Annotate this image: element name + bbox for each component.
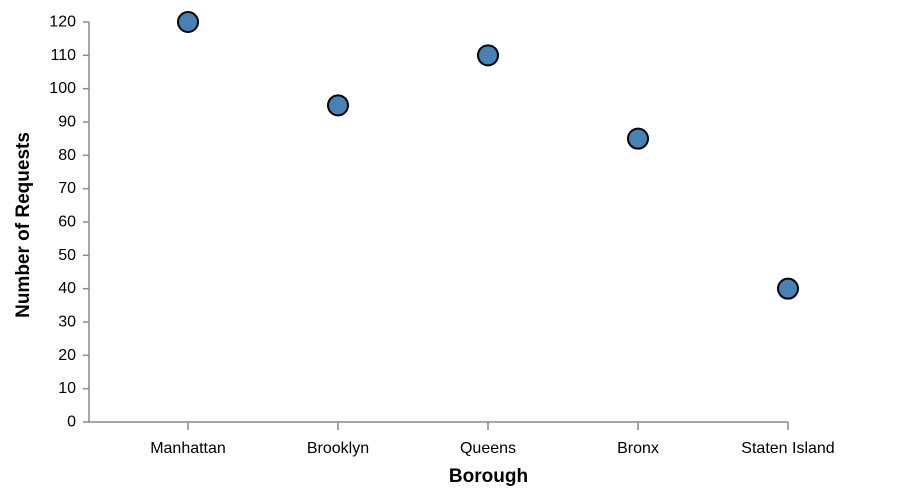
x-tick-label: Bronx (617, 440, 659, 457)
x-tick-label: Brooklyn (307, 440, 369, 457)
y-axis: 0 10 20 30 40 50 60 70 80 90 100 110 120 (49, 14, 90, 431)
y-tick-label: 60 (58, 214, 76, 231)
y-tick-label: 30 (58, 314, 76, 331)
y-tick-label: 20 (58, 347, 76, 364)
data-point (627, 127, 649, 150)
data-point (477, 44, 499, 67)
x-axis-title: Borough (449, 466, 528, 487)
data-points (177, 11, 799, 300)
y-tick-label: 50 (58, 247, 76, 264)
y-tick-label: 40 (58, 280, 76, 297)
y-tick-label: 80 (58, 147, 76, 164)
y-tick-label: 0 (67, 414, 76, 431)
data-point (777, 277, 799, 300)
y-axis-title: Number of Requests (13, 132, 34, 318)
y-tick-label: 110 (50, 47, 76, 64)
x-tick-label: Staten Island (741, 440, 834, 457)
y-tick-label: 100 (49, 80, 76, 97)
data-point (177, 11, 199, 33)
x-tick-label: Manhattan (150, 440, 226, 457)
y-tick-label: 10 (58, 380, 76, 397)
data-point (327, 94, 349, 117)
y-tick-label: 120 (49, 14, 76, 31)
y-tick-label: 90 (58, 114, 76, 131)
x-tick-label: Queens (460, 440, 516, 457)
x-axis: Manhattan Brooklyn Queens Bronx Staten Islan… (89, 421, 835, 457)
y-tick-label: 70 (58, 180, 76, 197)
